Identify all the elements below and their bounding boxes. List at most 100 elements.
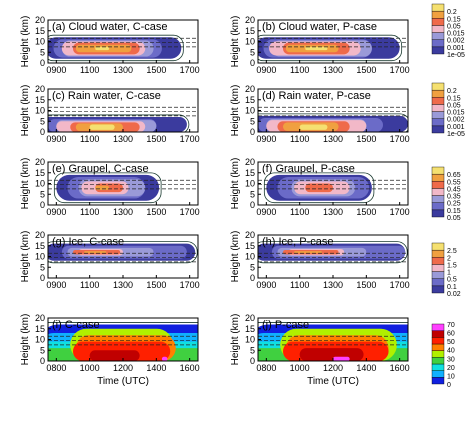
colorbar-swatch: [431, 89, 445, 98]
colorbar-swatch: [431, 125, 445, 134]
y-tick-label: 15: [35, 95, 45, 105]
contour-outline: [53, 172, 162, 204]
contour-outline: [258, 241, 408, 264]
contour-outline: [48, 322, 198, 323]
x-tick-label: 1500: [146, 65, 166, 75]
y-tick-label: 0: [40, 200, 45, 210]
panel-title: (b) Cloud water, P-case: [262, 21, 377, 33]
y-tick-label: 10: [35, 252, 45, 262]
y-axis-label: Height (km): [230, 231, 241, 283]
colorbar-swatch: [431, 18, 445, 26]
colorbar-swatch: [431, 337, 445, 345]
colorbar-swatch: [431, 323, 445, 331]
colorbar-swatch: [431, 370, 445, 378]
colorbar-label: 0: [447, 382, 451, 389]
x-tick-label: 1100: [290, 134, 309, 144]
y-tick-label: 5: [40, 189, 45, 199]
colorbar-label: 2: [447, 255, 451, 262]
x-tick-label: 0800: [46, 363, 66, 373]
colorbar-swatch: [431, 330, 445, 338]
colorbar-swatch: [431, 118, 445, 127]
contour-outline: [48, 34, 184, 62]
colorbar-label: 1e-05: [447, 52, 465, 59]
y-tick-label: 10: [35, 37, 45, 47]
y-tick-label: 10: [245, 106, 255, 116]
colorbar-label: 0.02: [447, 291, 461, 298]
field-layer-6: [299, 124, 328, 130]
x-tick-label: 1500: [356, 65, 376, 75]
colorbar-label: 0.25: [447, 201, 461, 208]
colorbar-swatch: [431, 173, 445, 182]
colorbar-label: 0.05: [447, 23, 461, 30]
colorbar-swatch: [431, 278, 445, 287]
colorbar-label: 50: [447, 339, 455, 346]
x-tick-label: 0800: [256, 363, 276, 373]
y-tick-label: 10: [35, 179, 45, 189]
y-tick-label: 20: [35, 157, 45, 167]
colorbar-swatch: [431, 202, 445, 211]
colorbar-label: 1: [447, 270, 451, 277]
y-tick-label: 5: [250, 116, 255, 126]
y-tick-label: 0: [250, 58, 255, 68]
panel-title: (f) Graupel, P-case: [262, 163, 355, 175]
y-tick-label: 20: [245, 15, 255, 25]
field-layer-4: [305, 183, 333, 193]
x-tick-label: 1500: [146, 134, 166, 144]
field-6: [48, 241, 198, 264]
x-tick-label: 0900: [256, 65, 276, 75]
colorbar-swatch: [431, 46, 445, 55]
x-tick-label: 1300: [323, 280, 343, 290]
x-tick-label: 1100: [290, 280, 309, 290]
y-tick-label: 0: [250, 356, 255, 366]
x-tick-label: 1500: [356, 207, 376, 217]
field-0: [48, 34, 198, 62]
field-7: [258, 241, 408, 264]
y-tick-label: 15: [245, 95, 255, 105]
colorbar-swatch: [431, 82, 445, 91]
colorbar-label: 0.15: [447, 208, 461, 215]
y-tick-label: 20: [245, 313, 255, 323]
field-layer-6: [89, 124, 115, 130]
field-layer-6: [95, 46, 110, 51]
y-axis-label: Height (km): [230, 85, 241, 137]
x-tick-label: 1700: [390, 134, 410, 144]
x-tick-label: 1700: [180, 280, 200, 290]
y-tick-label: 0: [40, 58, 45, 68]
y-tick-label: 10: [245, 335, 255, 345]
colorbar-label: 0.15: [447, 16, 461, 23]
x-tick-label: 0900: [256, 134, 276, 144]
colorbar-3: 0.020.10.511.522.5: [431, 242, 461, 298]
contour-outline: [258, 322, 408, 323]
y-tick-label: 5: [40, 345, 45, 355]
colorbar-label: 0.015: [447, 31, 465, 38]
colorbar-swatch: [431, 10, 445, 19]
y-tick-label: 0: [40, 273, 45, 283]
y-axis-label: Height (km): [230, 16, 241, 68]
colorbar-swatch: [431, 343, 445, 351]
y-tick-label: 0: [40, 127, 45, 137]
contour-outline: [48, 241, 198, 264]
y-tick-label: 15: [35, 324, 45, 334]
y-tick-label: 20: [245, 230, 255, 240]
colorbar-swatch: [431, 25, 445, 33]
panel-title: (g) Ice, C-case: [52, 236, 124, 248]
y-tick-label: 15: [245, 241, 255, 251]
y-axis-label: Height (km): [20, 85, 31, 137]
colorbar-swatch: [431, 195, 445, 203]
y-tick-label: 15: [245, 324, 255, 334]
field-9: [258, 322, 408, 361]
y-tick-label: 0: [250, 273, 255, 283]
y-tick-label: 5: [250, 262, 255, 272]
field-layer-5: [95, 185, 110, 190]
colorbar-2: 0.050.150.250.350.450.550.65: [431, 166, 461, 222]
colorbar-swatch: [431, 249, 445, 258]
y-tick-label: 5: [40, 116, 45, 126]
colorbar-swatch: [431, 242, 445, 251]
x-tick-label: 1000: [290, 363, 310, 373]
